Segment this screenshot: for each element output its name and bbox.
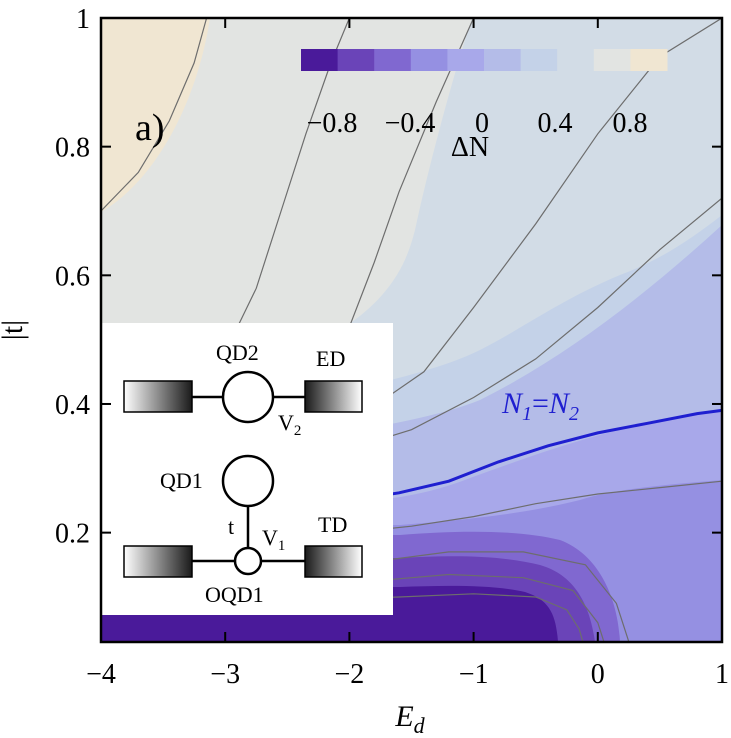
oqd1-label: OQD1 bbox=[205, 582, 264, 607]
qd2-label: QD2 bbox=[216, 340, 259, 365]
colorbar-tick-label: 0.8 bbox=[613, 108, 648, 139]
y-tick-label: 0.8 bbox=[55, 133, 90, 164]
qd2-dot bbox=[221, 370, 275, 424]
colorbar-swatch bbox=[301, 49, 339, 71]
colorbar-tick-label: 0.4 bbox=[538, 108, 573, 139]
x-tick-label: −3 bbox=[210, 659, 240, 690]
contour-line bbox=[349, 197, 722, 450]
colorbar-title: ΔN bbox=[451, 132, 489, 163]
colorbar-swatch bbox=[520, 49, 558, 71]
n1-equals-n2-label: N1=N2 bbox=[501, 387, 579, 425]
ed-label: ED bbox=[316, 346, 345, 371]
qd1-label: QD1 bbox=[160, 468, 203, 493]
y-tick-label: 0.2 bbox=[55, 519, 90, 550]
colorbar-swatch bbox=[593, 49, 631, 71]
x-tick-label: 0 bbox=[591, 659, 605, 690]
y-axis-title: |t| bbox=[0, 320, 29, 340]
left-lead-td bbox=[123, 545, 193, 578]
colorbar-tick-label: −0.4 bbox=[385, 108, 436, 139]
colorbar-swatch bbox=[337, 49, 375, 71]
oqd1-dot bbox=[233, 546, 263, 576]
axes: −4 −3 −2 −1 0 1 0.2 0.4 0.6 0.8 1 bbox=[55, 4, 729, 690]
colorbar-swatch bbox=[410, 49, 448, 71]
td-label: TD bbox=[318, 512, 347, 537]
x-tick-label: 1 bbox=[715, 659, 729, 690]
plot-frame bbox=[99, 16, 724, 644]
y-tick-label: 0.4 bbox=[55, 390, 90, 421]
left-lead-ed bbox=[123, 380, 193, 413]
colorbar-tick-label: 0 bbox=[475, 108, 489, 139]
colorbar-swatch bbox=[447, 49, 485, 71]
colorbar bbox=[301, 49, 668, 71]
colorbar-tick-label: −0.8 bbox=[307, 108, 358, 139]
qd1-dot bbox=[221, 454, 275, 508]
colorbar-swatch bbox=[630, 49, 668, 71]
right-lead-td bbox=[304, 545, 363, 578]
x-tick-label: −1 bbox=[459, 659, 489, 690]
y-tick-label: 0.6 bbox=[55, 261, 90, 292]
t-label: t bbox=[228, 514, 234, 539]
x-tick-label: −2 bbox=[335, 659, 365, 690]
contour-line bbox=[299, 593, 584, 642]
v2-label: V2 bbox=[278, 410, 301, 439]
colorbar-swatch bbox=[484, 49, 522, 71]
region-level-0.8 bbox=[101, 18, 210, 212]
right-lead-ed bbox=[304, 380, 363, 413]
x-tick-label: −4 bbox=[86, 659, 116, 690]
v1-label: V1 bbox=[262, 525, 285, 554]
contour-line bbox=[101, 18, 208, 212]
x-axis-title: Ed bbox=[394, 700, 425, 738]
colorbar-swatch bbox=[557, 49, 595, 71]
panel-label: a) bbox=[135, 107, 165, 149]
y-tick-label: 1 bbox=[76, 4, 90, 35]
inset-schematic: QD2 ED V2 QD1 t V1 TD OQD1 bbox=[101, 323, 393, 615]
colorbar-swatch bbox=[374, 49, 412, 71]
